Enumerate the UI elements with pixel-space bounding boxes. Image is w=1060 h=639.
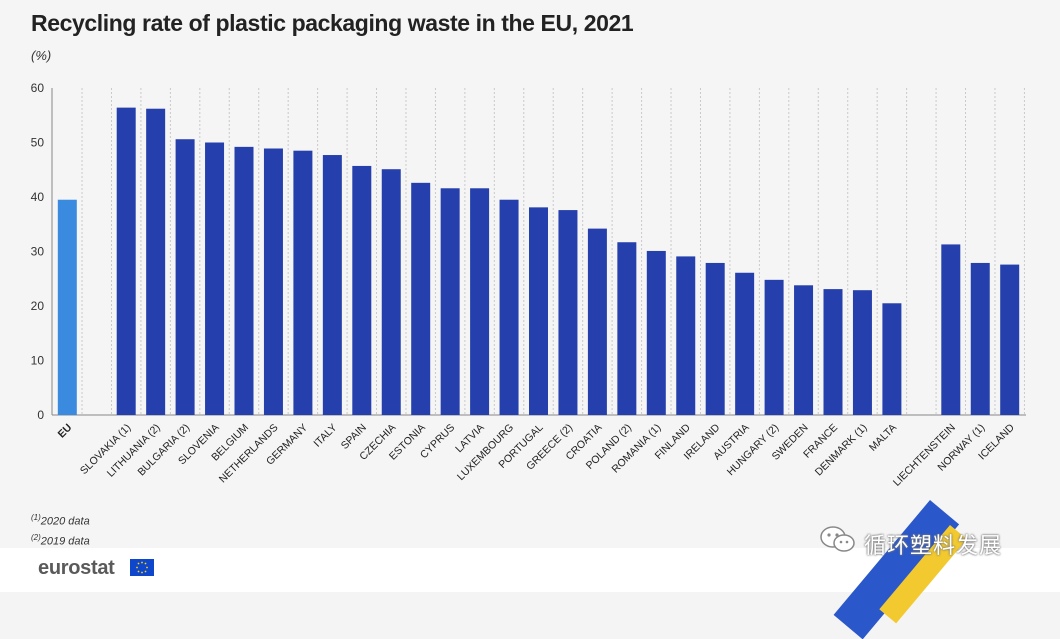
- bar-hungary-2: [764, 279, 784, 415]
- eu-flag-icon: [130, 559, 154, 576]
- bar-iceland: [1000, 264, 1020, 415]
- y-tick-label: 10: [31, 354, 45, 368]
- bar-liechtenstein: [941, 244, 961, 415]
- x-tick-label: MALTA: [867, 422, 899, 454]
- bar-belgium: [234, 146, 254, 416]
- x-tick-label: ITALY: [311, 422, 339, 450]
- bar-sweden: [794, 285, 814, 415]
- y-tick-label: 40: [31, 190, 45, 204]
- x-tick-label: DENMARK (1): [813, 422, 870, 479]
- y-tick-label: 50: [31, 136, 45, 150]
- watermark-text: 循环塑料发展: [864, 533, 1003, 558]
- bar-ireland: [705, 262, 725, 415]
- bar-france: [823, 289, 843, 415]
- bar-netherlands: [263, 148, 283, 415]
- y-tick-label: 30: [31, 245, 45, 259]
- x-tick-label: EU: [56, 422, 75, 441]
- bar-greece-2: [558, 210, 578, 415]
- bar-denmark-1: [852, 290, 872, 415]
- bar-croatia: [587, 228, 607, 415]
- x-tick-label: SLOVAKIA (1): [78, 422, 133, 477]
- bar-slovenia: [205, 142, 225, 415]
- footnote-1: (1)2020 data: [31, 513, 90, 528]
- bar-norway-1: [970, 262, 990, 415]
- bar-italy: [322, 155, 342, 415]
- bar-portugal: [529, 207, 548, 415]
- bar-austria: [735, 272, 755, 415]
- bar-poland-2: [617, 242, 637, 415]
- bar-slovakia-1: [116, 107, 136, 416]
- bar-malta: [882, 303, 902, 415]
- wechat-icon: [820, 526, 855, 552]
- footnote-2: (2)2019 data: [31, 532, 90, 548]
- bar-czechia: [381, 169, 401, 415]
- eurostat-logo: eurostat: [38, 557, 115, 579]
- bar-romania-1: [646, 250, 666, 415]
- bar-germany: [293, 150, 313, 416]
- bar-bulgaria-2: [175, 139, 195, 416]
- bar-finland: [676, 256, 696, 415]
- chart-title: Recycling rate of plastic packaging wast…: [31, 10, 634, 36]
- footnotes: (1)2020 data (2)2019 data: [31, 510, 90, 549]
- bar-lithuania-2: [146, 108, 166, 416]
- bar-latvia: [470, 188, 490, 415]
- bar-spain: [352, 165, 372, 415]
- unit-label: (%): [31, 48, 52, 63]
- bar-luxembourg: [499, 199, 519, 415]
- y-tick-label: 0: [37, 408, 44, 422]
- bar-cyprus: [440, 188, 460, 415]
- y-tick-label: 60: [31, 81, 45, 95]
- bar-eu: [57, 199, 77, 415]
- bar-estonia: [411, 182, 431, 415]
- y-tick-label: 20: [31, 299, 45, 313]
